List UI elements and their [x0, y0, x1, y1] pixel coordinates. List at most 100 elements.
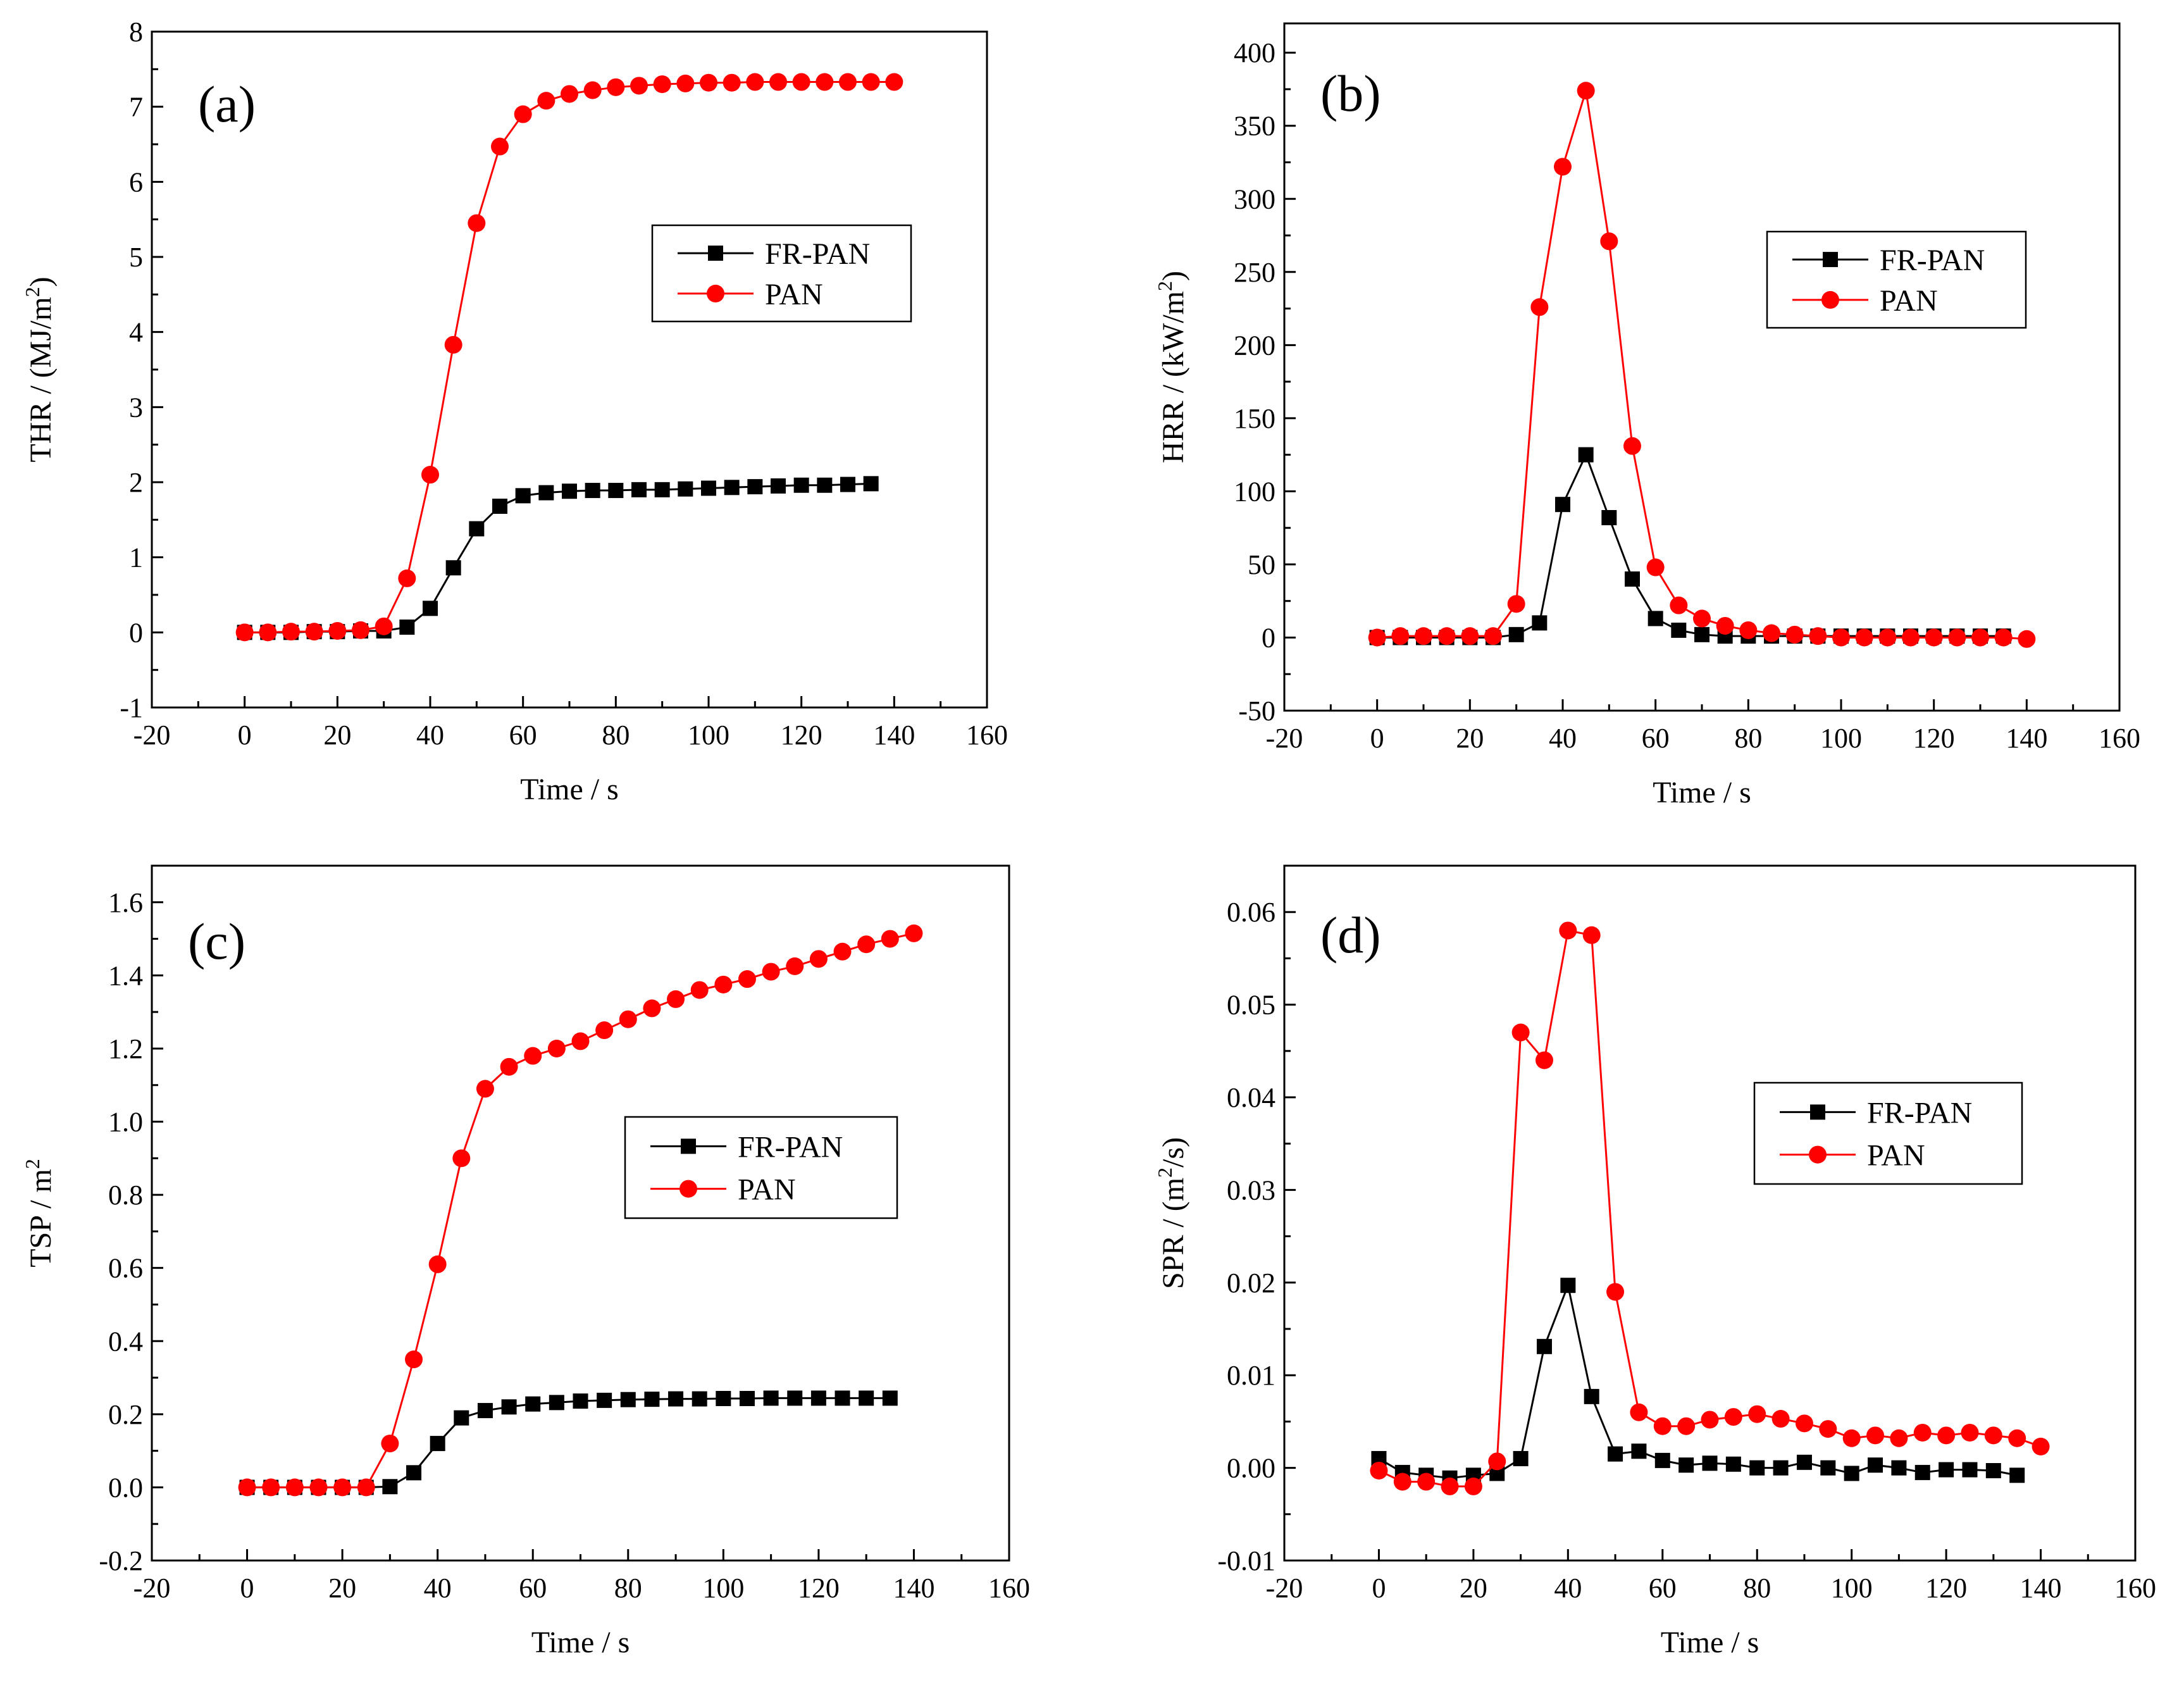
data-point-pan: [1832, 628, 1850, 647]
chart-a: -20 0 20 40 60 80 100 120 140 160 -1 0 1 2 3 4 5 6 7 8 Time …: [21, 16, 1008, 806]
data-point-pan: [2032, 1437, 2050, 1455]
y-axis-label-main: TSP / m: [24, 1169, 58, 1268]
series-fr-pan: [237, 476, 879, 640]
y-tick-label: 300: [1234, 184, 1275, 215]
x-tick-label: 40: [1549, 723, 1577, 754]
data-point-pan: [700, 73, 717, 92]
legend: FR-PAN PAN: [624, 1116, 898, 1219]
data-point-pan: [309, 1478, 328, 1497]
data-point-fr-pan: [793, 477, 809, 493]
y-axis-label-superscript: 2: [1153, 281, 1176, 291]
data-point-fr-pan: [2009, 1467, 2025, 1483]
series-pan: [235, 73, 903, 642]
data-point-fr-pan: [406, 1465, 422, 1481]
legend-marker-fr-pan: [1810, 1104, 1825, 1120]
series-fr-pan: [239, 1390, 898, 1495]
data-point-pan: [238, 1478, 256, 1497]
data-point-pan: [583, 81, 602, 99]
x-tick-label: 160: [2099, 723, 2140, 754]
x-tick-label: 40: [416, 720, 444, 751]
data-point-fr-pan: [1985, 1462, 2001, 1478]
data-point-pan: [833, 942, 852, 961]
x-tick-label: 100: [702, 1573, 744, 1604]
data-point-pan: [571, 1032, 590, 1050]
data-point-pan: [714, 975, 733, 994]
data-point-pan: [1600, 232, 1618, 251]
y-tick-label: 2: [129, 467, 143, 498]
data-point-fr-pan: [1962, 1462, 1978, 1478]
data-point-fr-pan: [701, 480, 716, 496]
data-point-pan: [630, 77, 648, 95]
data-point-pan: [1866, 1426, 1885, 1445]
data-point-pan: [595, 1021, 614, 1040]
legend-label-fr-pan: FR-PAN: [765, 237, 870, 271]
y-axis-label-main: THR / (MJ/m: [24, 297, 58, 462]
panel-label-b: (b): [1320, 65, 1381, 122]
data-point-pan: [1368, 628, 1386, 647]
data-point-pan: [1739, 621, 1758, 639]
legend-box: [1766, 230, 2027, 329]
series-line-pan: [1377, 90, 2027, 640]
y-axis-label-main: SPR / (m: [1157, 1178, 1190, 1289]
data-point-pan: [738, 970, 756, 988]
data-point-fr-pan: [525, 1396, 541, 1412]
data-point-pan: [1417, 1473, 1436, 1491]
data-point-pan: [1984, 1426, 2002, 1445]
data-point-pan: [885, 73, 903, 91]
y-tick-label: 350: [1234, 111, 1275, 142]
legend-label-pan: PAN: [1867, 1139, 1925, 1173]
data-point-pan: [1961, 1423, 1979, 1442]
x-tick-label: 80: [602, 720, 630, 751]
x-tick-label: 140: [2006, 723, 2047, 754]
data-point-fr-pan: [739, 1390, 755, 1406]
legend-box: [624, 1116, 898, 1219]
data-point-pan: [762, 963, 780, 981]
data-point-fr-pan: [1820, 1460, 1836, 1476]
data-point-fr-pan: [644, 1392, 660, 1407]
x-axis-label: Time / s: [1653, 776, 1751, 809]
data-point-pan: [491, 137, 509, 156]
series-line-pan: [244, 81, 895, 633]
y-tick-label: 1.6: [108, 887, 143, 918]
data-point-fr-pan: [763, 1390, 779, 1406]
data-point-fr-pan: [1702, 1455, 1718, 1471]
x-tick-label: 0: [1372, 1573, 1386, 1604]
data-point-pan: [1646, 558, 1665, 576]
y-tick-label: 3: [129, 392, 143, 423]
data-point-pan: [905, 924, 923, 942]
y-tick-label: 100: [1234, 476, 1275, 507]
data-point-fr-pan: [562, 483, 577, 499]
data-point-fr-pan: [1694, 626, 1709, 642]
data-point-pan: [862, 73, 880, 91]
x-tick-label: 100: [1831, 1573, 1873, 1604]
data-point-fr-pan: [1513, 1450, 1529, 1466]
legend: FR-PAN PAN: [1766, 230, 2027, 329]
series-pan: [1370, 921, 2050, 1495]
y-tick-label: 0: [129, 617, 143, 648]
data-point-pan: [676, 74, 695, 92]
y-tick-label: 250: [1234, 257, 1275, 288]
legend-marker-pan: [679, 1180, 697, 1198]
legend-label-fr-pan: FR-PAN: [1867, 1096, 1972, 1130]
data-point-fr-pan: [585, 483, 600, 499]
data-point-pan: [514, 105, 532, 123]
panel-label-c: (c): [188, 913, 245, 970]
data-point-fr-pan: [454, 1410, 469, 1426]
x-tick-label: 0: [1370, 723, 1384, 754]
data-point-fr-pan: [631, 482, 647, 497]
data-point-fr-pan: [1725, 1456, 1741, 1472]
data-point-pan: [352, 621, 369, 639]
data-point-pan: [428, 1255, 447, 1273]
data-point-fr-pan: [608, 483, 624, 499]
data-point-pan: [235, 623, 254, 642]
data-point-pan: [452, 1149, 471, 1168]
legend-marker-pan: [1821, 290, 1839, 309]
data-point-fr-pan: [549, 1395, 564, 1411]
data-point-pan: [1763, 624, 1780, 642]
y-tick-label: 0.6: [108, 1253, 143, 1284]
data-point-fr-pan: [1631, 1443, 1647, 1459]
y-axis-label-superscript: 2: [1153, 1168, 1176, 1178]
y-axis-label-end: ): [1157, 271, 1190, 281]
data-point-pan: [1415, 627, 1432, 645]
y-axis-label: HRR / (kW/m2): [1153, 271, 1190, 463]
